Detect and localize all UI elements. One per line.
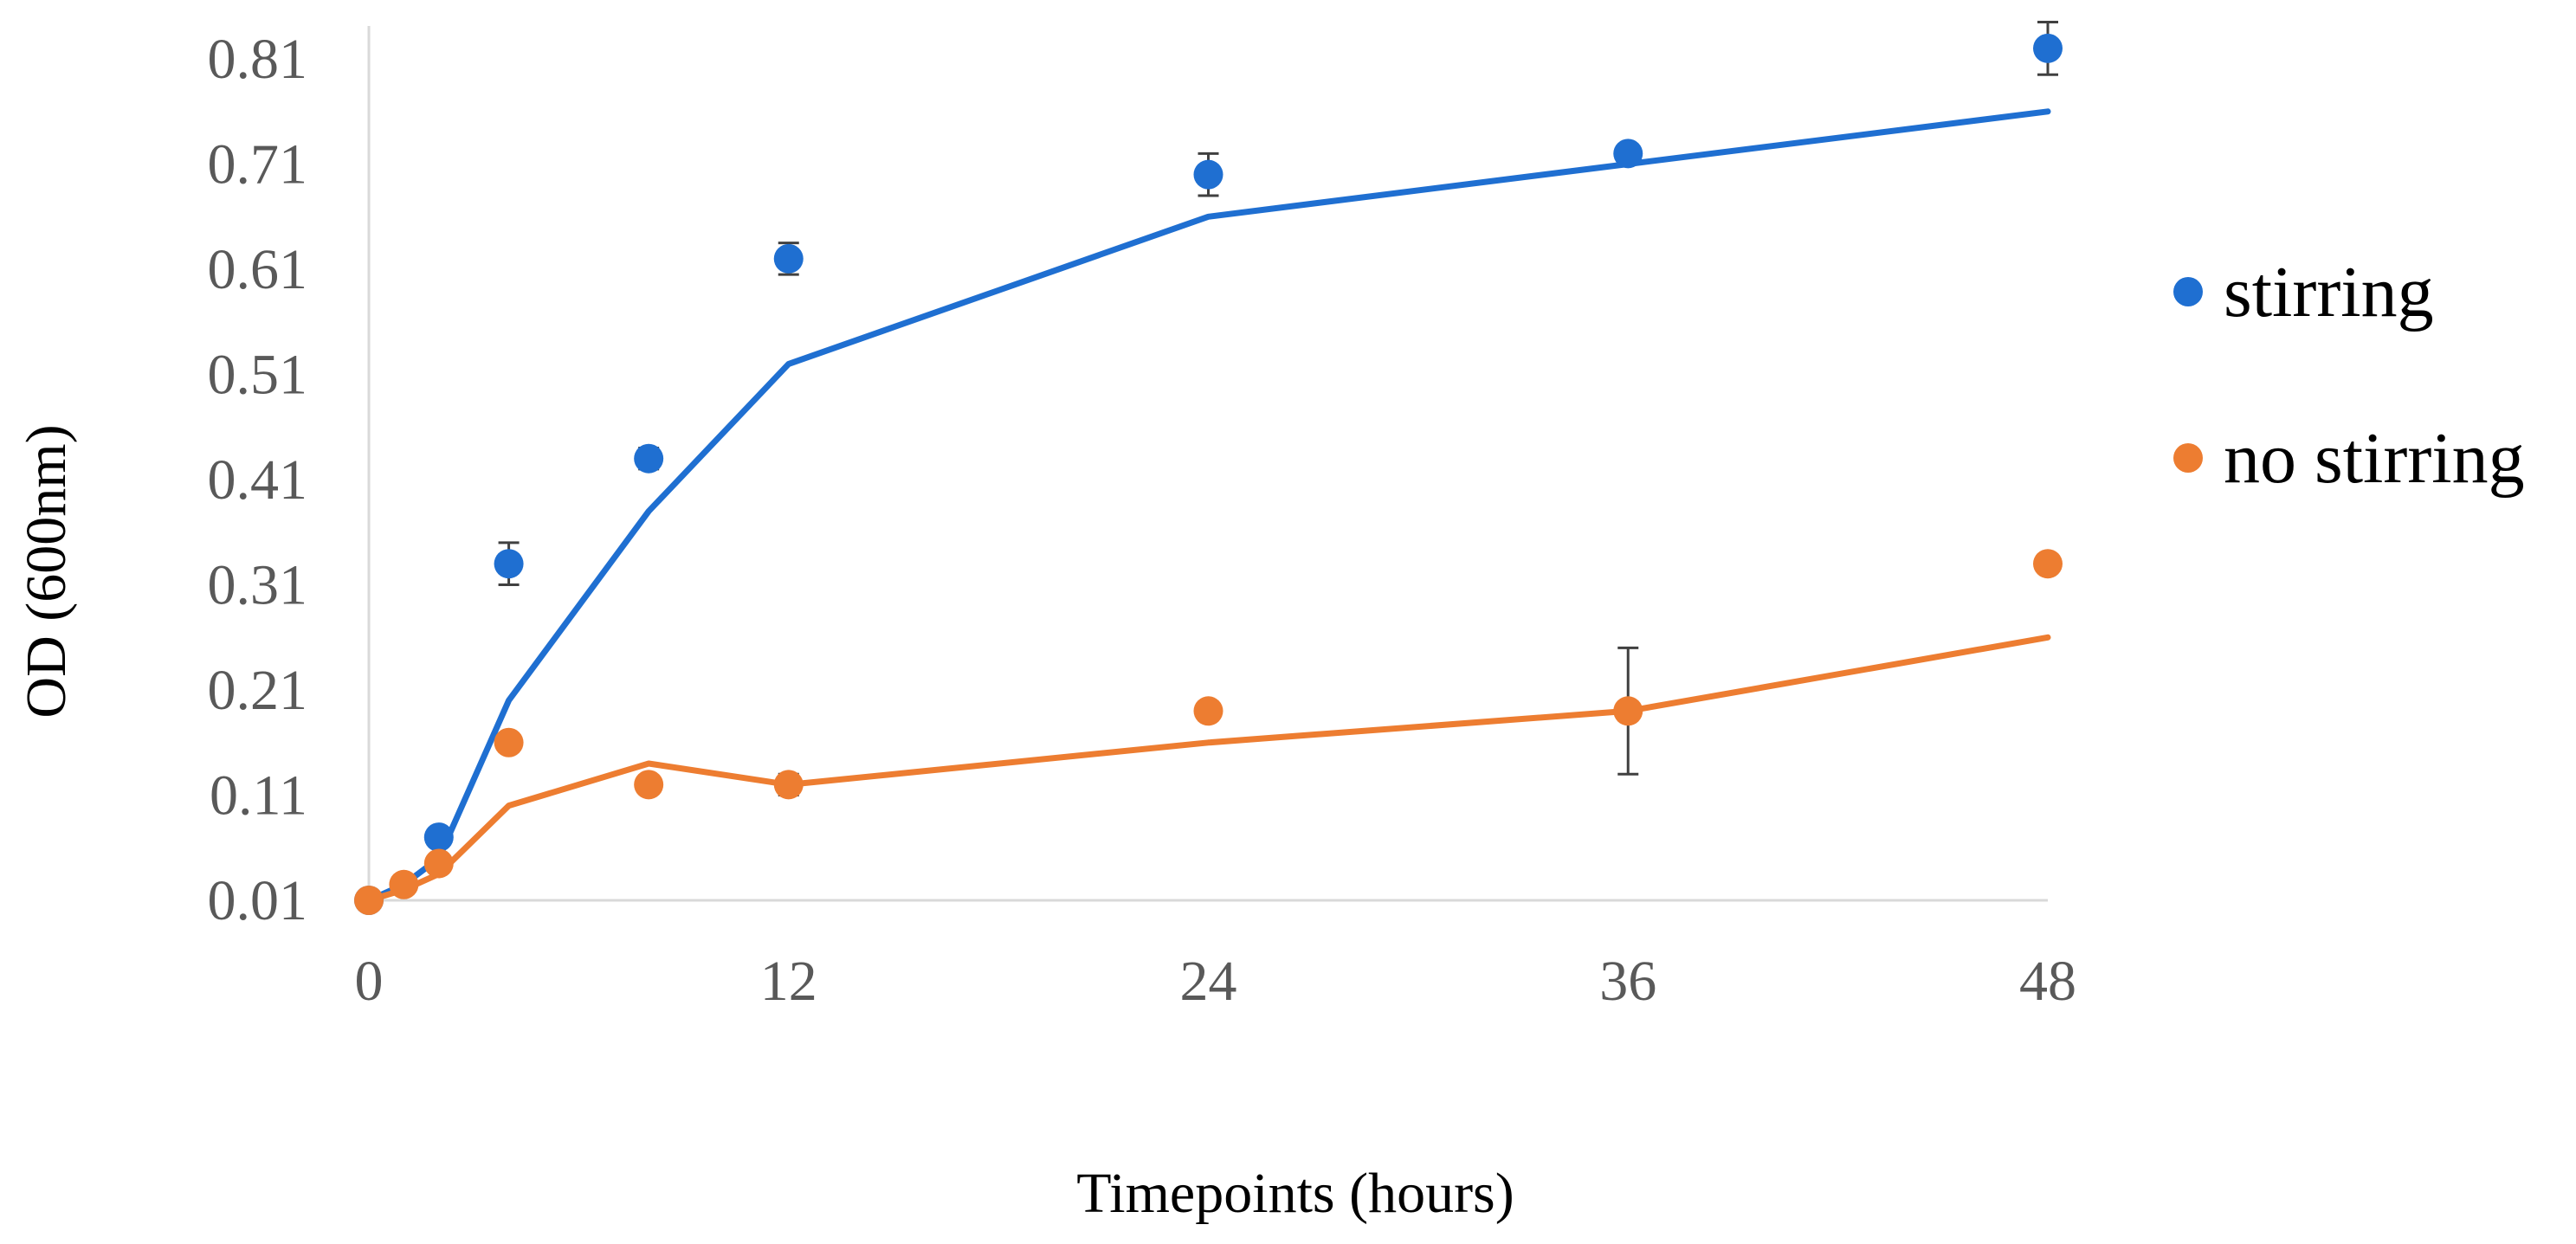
y-tick-label: 0.11: [210, 764, 307, 828]
data-point-stirring: [1193, 159, 1223, 190]
data-point-no-stirring: [2033, 549, 2063, 579]
y-tick-label: 0.01: [208, 869, 308, 932]
x-axis-title: Timepoints (hours): [1076, 1162, 1514, 1225]
x-tick-label: 0: [355, 950, 384, 1013]
axes: [367, 26, 2048, 902]
y-tick-label: 0.51: [208, 344, 308, 407]
data-points: [354, 33, 2063, 915]
y-tick-label: 0.81: [208, 28, 308, 91]
x-tick-labels: 0 12 24 36 48: [355, 950, 2077, 1013]
data-point-no-stirring: [494, 727, 524, 757]
x-tick-label: 36: [1599, 950, 1656, 1013]
x-tick-label: 24: [1180, 950, 1237, 1013]
data-point-no-stirring: [634, 770, 664, 800]
x-tick-label: 48: [2019, 950, 2076, 1013]
y-tick-label: 0.31: [208, 554, 308, 617]
y-tick-label: 0.61: [208, 238, 308, 301]
legend-label: no stirring: [2224, 418, 2525, 499]
data-point-stirring: [423, 822, 454, 853]
y-tick-labels: 0.01 0.11 0.21 0.31 0.41 0.51 0.61 0.71 0.81: [208, 28, 308, 932]
legend-item: no stirring: [2173, 418, 2525, 499]
y-tick-label: 0.41: [208, 448, 308, 512]
legend-label: stirring: [2224, 252, 2434, 332]
trend-line-no-stirring: [365, 634, 2051, 904]
data-point-stirring: [634, 443, 664, 474]
data-point-no-stirring: [773, 770, 804, 800]
data-point-stirring: [2033, 33, 2063, 63]
data-point-stirring: [494, 549, 524, 579]
y-tick-label: 0.71: [208, 133, 308, 197]
trend-lines: [365, 108, 2051, 904]
legend-item: stirring: [2173, 252, 2434, 332]
error-bars: [428, 20, 2058, 844]
data-point-no-stirring: [354, 886, 384, 915]
legend: stirring no stirring: [2173, 252, 2525, 499]
data-point-no-stirring: [423, 848, 454, 879]
data-point-stirring: [1613, 139, 1643, 169]
x-tick-label: 12: [760, 950, 817, 1013]
legend-marker: [2173, 277, 2203, 306]
trend-line-stirring: [365, 108, 2051, 904]
y-tick-label: 0.21: [208, 659, 308, 722]
y-axis-title: OD (600nm): [15, 424, 78, 718]
data-point-no-stirring: [1613, 696, 1643, 726]
data-point-no-stirring: [1193, 696, 1223, 726]
data-point-stirring: [773, 243, 804, 274]
legend-marker: [2173, 443, 2203, 473]
data-point-no-stirring: [389, 869, 419, 899]
